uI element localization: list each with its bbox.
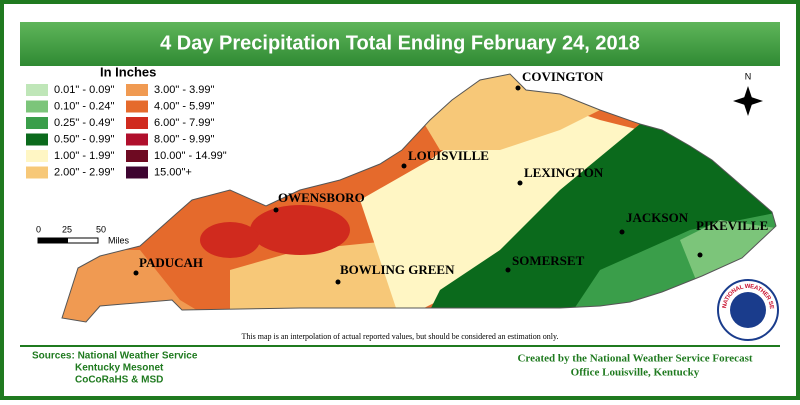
legend-label: 10.00" - 14.99": [154, 150, 227, 162]
legend-swatch: [26, 100, 48, 113]
city-dots: [133, 85, 703, 285]
legend-swatch: [126, 117, 148, 129]
legend-label: 4.00" - 5.99": [154, 100, 214, 112]
sources: Sources: National Weather Service: [32, 351, 198, 362]
legend-swatch: [26, 150, 48, 162]
legend-swatch: [126, 166, 148, 179]
credit: Created by the National Weather Service …: [517, 353, 752, 365]
legend-swatch: [26, 133, 48, 146]
scale-label: 0: [36, 224, 41, 234]
legend-swatch: [26, 117, 48, 129]
disclaimer: This map is an interpolation of actual r…: [242, 332, 559, 341]
legend-label: 2.00" - 2.99": [54, 166, 114, 178]
city-label: BOWLING GREEN: [340, 262, 455, 277]
scale-label: 25: [62, 224, 72, 234]
legend-label: 15.00"+: [154, 166, 192, 178]
city-label: JACKSON: [626, 210, 689, 225]
legend-label: 6.00" - 7.99": [154, 117, 214, 129]
legend-swatch: [126, 84, 148, 96]
legend-label: 0.01" - 0.09": [54, 84, 114, 96]
city-label: LEXINGTON: [524, 165, 604, 180]
scale-label: 50: [96, 224, 106, 234]
legend-swatch: [26, 166, 48, 179]
city-label: OWENSBORO: [278, 190, 365, 205]
title: 4 Day Precipitation Total Ending Februar…: [160, 32, 640, 54]
sources: CoCoRaHS & MSD: [75, 375, 163, 386]
legend-swatch: [126, 133, 148, 146]
compass-label: N: [745, 71, 752, 81]
legend-label: 0.50" - 0.99": [54, 133, 114, 145]
legend-label: 0.10" - 0.24": [54, 100, 114, 112]
compass: N: [733, 71, 763, 116]
legend-label: 3.00" - 3.99": [154, 84, 214, 96]
legend-label: 0.25" - 0.49": [54, 117, 114, 129]
precip-map: [62, 74, 776, 322]
legend-swatch: [126, 150, 148, 162]
city-label: COVINGTON: [522, 69, 604, 84]
sources: Kentucky Mesonet: [75, 363, 164, 374]
legend: In Inches 0.01" - 0.09" 0.10" - 0.24" 0.25…: [26, 64, 227, 179]
legend-label: 8.00" - 9.99": [154, 133, 214, 145]
scale-bar: 0 25 50 Miles: [36, 224, 130, 245]
scale-label: Miles: [108, 235, 130, 245]
city-label: PIKEVILLE: [696, 218, 768, 233]
legend-title: In Inches: [100, 64, 156, 79]
title-bar: [20, 22, 780, 66]
legend-label: 1.00" - 1.99": [54, 150, 114, 162]
city-label: SOMERSET: [512, 253, 585, 268]
legend-swatch: [26, 84, 48, 96]
legend-swatch: [126, 100, 148, 113]
state-outline: [61, 73, 777, 323]
city-label: PADUCAH: [139, 255, 203, 270]
credit: Office Louisville, Kentucky: [571, 367, 700, 379]
city-label: LOUISVILLE: [408, 148, 489, 163]
